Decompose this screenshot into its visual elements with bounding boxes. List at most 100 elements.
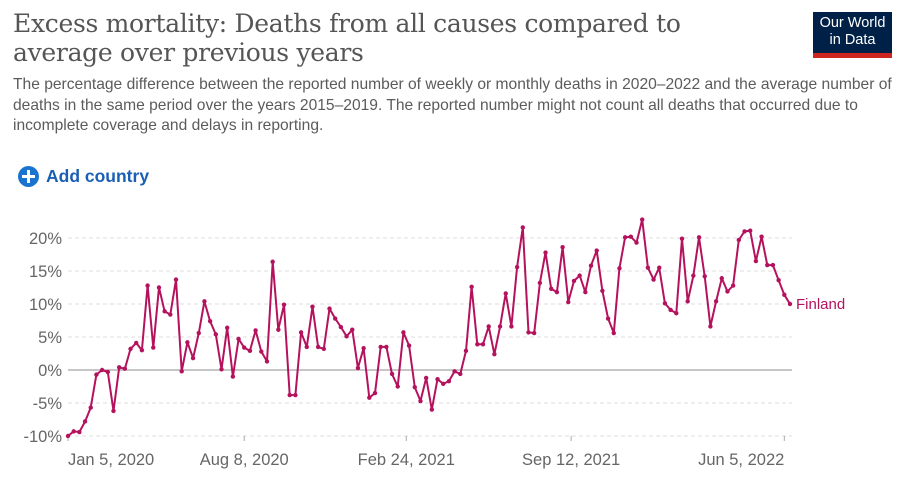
data-point[interactable] — [679, 236, 685, 241]
data-point[interactable] — [406, 343, 412, 348]
data-point[interactable] — [168, 312, 173, 317]
data-point[interactable] — [497, 324, 503, 329]
data-point[interactable] — [776, 278, 781, 283]
series-line[interactable] — [67, 218, 791, 437]
data-point[interactable] — [765, 262, 770, 268]
data-point[interactable] — [526, 330, 531, 335]
data-point[interactable] — [480, 342, 486, 347]
data-point[interactable] — [571, 278, 577, 284]
data-point[interactable] — [787, 301, 793, 307]
data-point[interactable] — [264, 359, 270, 364]
data-point[interactable] — [151, 345, 156, 350]
data-point[interactable] — [514, 264, 520, 270]
data-point[interactable] — [77, 429, 82, 435]
data-point[interactable] — [293, 392, 298, 398]
data-point[interactable] — [236, 336, 241, 342]
data-point[interactable] — [702, 274, 707, 279]
data-point[interactable] — [242, 345, 247, 350]
data-point[interactable] — [253, 328, 258, 333]
data-point[interactable] — [594, 248, 599, 253]
data-point[interactable] — [219, 367, 224, 372]
data-point[interactable] — [378, 344, 383, 350]
data-point[interactable] — [105, 369, 110, 375]
data-point[interactable] — [304, 344, 309, 350]
data-point[interactable] — [185, 340, 190, 345]
data-point[interactable] — [128, 346, 133, 352]
data-point[interactable] — [469, 284, 474, 290]
data-point[interactable] — [65, 433, 71, 439]
data-point[interactable] — [350, 327, 355, 332]
data-point[interactable] — [327, 306, 332, 311]
data-point[interactable] — [708, 324, 713, 329]
owid-logo[interactable]: Our World in Data — [813, 12, 892, 58]
data-point[interactable] — [492, 351, 497, 357]
data-point[interactable] — [94, 372, 99, 377]
data-point[interactable] — [281, 302, 287, 307]
data-point[interactable] — [412, 384, 417, 390]
data-point[interactable] — [224, 325, 230, 330]
data-point[interactable] — [116, 365, 122, 370]
data-point[interactable] — [173, 277, 179, 282]
data-point[interactable] — [372, 390, 378, 396]
data-point[interactable] — [196, 330, 201, 336]
data-point[interactable] — [736, 237, 742, 243]
data-point[interactable] — [190, 355, 196, 361]
data-point[interactable] — [259, 349, 264, 354]
data-point[interactable] — [321, 346, 327, 352]
data-point[interactable] — [639, 217, 645, 222]
data-point[interactable] — [207, 318, 213, 324]
data-point[interactable] — [332, 316, 338, 321]
data-point[interactable] — [276, 327, 281, 332]
data-point[interactable] — [88, 405, 93, 410]
data-point[interactable] — [509, 324, 514, 329]
data-point[interactable] — [71, 429, 76, 434]
data-point[interactable] — [156, 285, 162, 290]
data-point[interactable] — [577, 273, 582, 278]
data-point[interactable] — [298, 330, 304, 335]
data-point[interactable] — [139, 348, 145, 353]
data-point[interactable] — [338, 324, 344, 330]
data-point[interactable] — [82, 419, 88, 424]
data-point[interactable] — [691, 273, 696, 278]
data-point[interactable] — [99, 367, 105, 373]
data-point[interactable] — [344, 334, 349, 339]
data-point[interactable] — [566, 299, 571, 305]
data-point[interactable] — [719, 276, 724, 281]
data-point[interactable] — [520, 225, 526, 230]
data-point[interactable] — [753, 258, 759, 264]
data-point[interactable] — [446, 379, 452, 384]
data-point[interactable] — [674, 311, 679, 316]
data-point[interactable] — [361, 346, 366, 351]
data-point[interactable] — [611, 330, 616, 336]
data-point[interactable] — [770, 262, 776, 268]
data-point[interactable] — [310, 304, 315, 309]
data-point[interactable] — [122, 366, 128, 371]
data-point[interactable] — [134, 340, 139, 346]
data-point[interactable] — [315, 344, 321, 350]
data-point[interactable] — [651, 277, 656, 282]
data-point[interactable] — [685, 299, 690, 304]
data-point[interactable] — [452, 369, 457, 374]
data-point[interactable] — [145, 283, 150, 288]
data-point[interactable] — [458, 371, 463, 377]
data-point[interactable] — [657, 265, 662, 270]
data-point[interactable] — [111, 408, 116, 414]
line-chart[interactable]: -10% -5% 0% 5% 10% 15% 20% Jan 5, 2020 Aug 8, 2… — [0, 200, 906, 480]
data-point[interactable] — [725, 289, 730, 294]
data-point[interactable] — [389, 371, 395, 377]
data-point[interactable] — [713, 299, 719, 304]
add-country-button[interactable]: Add country — [18, 166, 149, 187]
data-point[interactable] — [503, 291, 508, 296]
data-point[interactable] — [605, 316, 611, 321]
data-point[interactable] — [287, 392, 292, 398]
data-point[interactable] — [588, 263, 594, 268]
data-point[interactable] — [668, 307, 673, 313]
data-point[interactable] — [247, 348, 253, 354]
data-point[interactable] — [634, 240, 639, 245]
data-point[interactable] — [435, 377, 440, 382]
data-point[interactable] — [759, 234, 764, 239]
data-point[interactable] — [270, 259, 275, 264]
data-point[interactable] — [230, 374, 236, 379]
data-point[interactable] — [401, 330, 406, 335]
data-point[interactable] — [475, 342, 480, 347]
